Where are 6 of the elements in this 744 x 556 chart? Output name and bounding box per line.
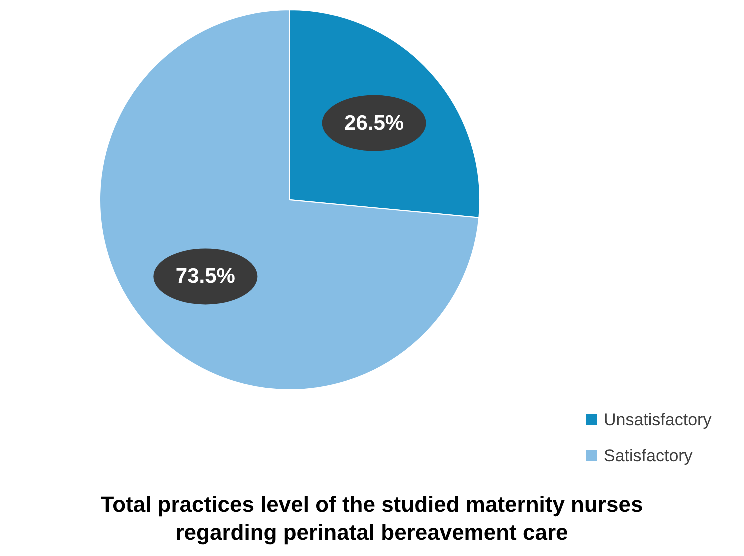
pie-slice <box>100 10 480 390</box>
text: Total practices level of the studied maternity nurses regarding perinatal bereavement care <box>100 492 644 545</box>
legend-label: Unsatisfactory <box>604 410 712 430</box>
legend-label: Satisfactory <box>604 446 694 466</box>
data-label: 73.5% <box>176 265 236 288</box>
data-label: 26.5% <box>344 112 404 135</box>
